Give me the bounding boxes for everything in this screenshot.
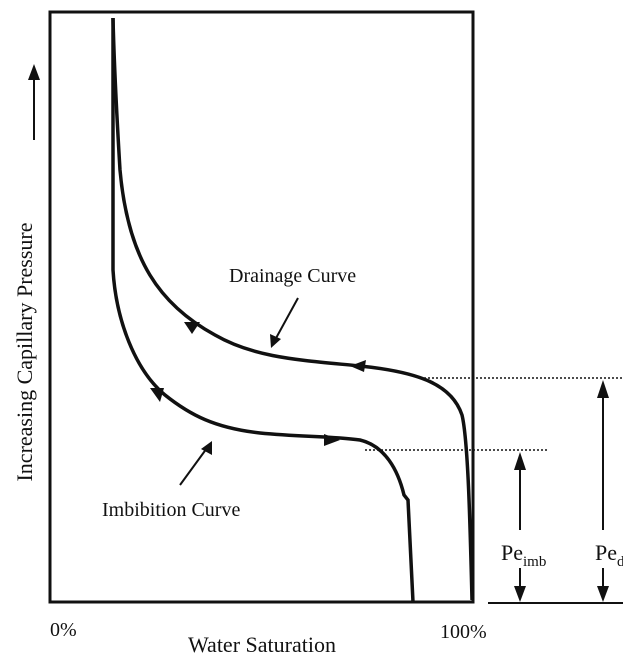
pointer [274, 297, 299, 341]
pe-imb-label: Peimb [501, 540, 546, 570]
pointer-head [270, 334, 281, 348]
pe-arrow-head [514, 452, 526, 470]
drainage-curve [111, 17, 474, 601]
pe-base: Pe [595, 540, 617, 565]
pe-arrow-head [597, 380, 609, 398]
y-axis-label: Increasing Capillary Pressure [12, 222, 37, 481]
curve-arrow [184, 322, 200, 334]
x-axis-label: Water Saturation [188, 632, 336, 657]
pe-base: Pe [501, 540, 523, 565]
imbibition-curve [111, 18, 415, 603]
pointer [179, 447, 208, 486]
x-end-label: 100% [440, 621, 487, 643]
drainage-label: Drainage Curve [229, 265, 356, 287]
x-start-label: 0% [50, 619, 77, 641]
curve-arrow [150, 388, 164, 402]
imbibition-label: Imbibition Curve [102, 499, 240, 521]
curve-arrow [350, 360, 366, 372]
pe-sub: d [617, 554, 623, 570]
pointer-head [201, 441, 212, 455]
pe-arrow-head [597, 586, 609, 602]
plot-frame [48, 10, 475, 604]
pe-d-label: Ped [595, 540, 623, 570]
pe-sub: imb [523, 554, 546, 570]
y-axis-arrow-head [28, 64, 40, 80]
curve-arrow [324, 434, 340, 446]
pe-arrow-head [514, 586, 526, 602]
